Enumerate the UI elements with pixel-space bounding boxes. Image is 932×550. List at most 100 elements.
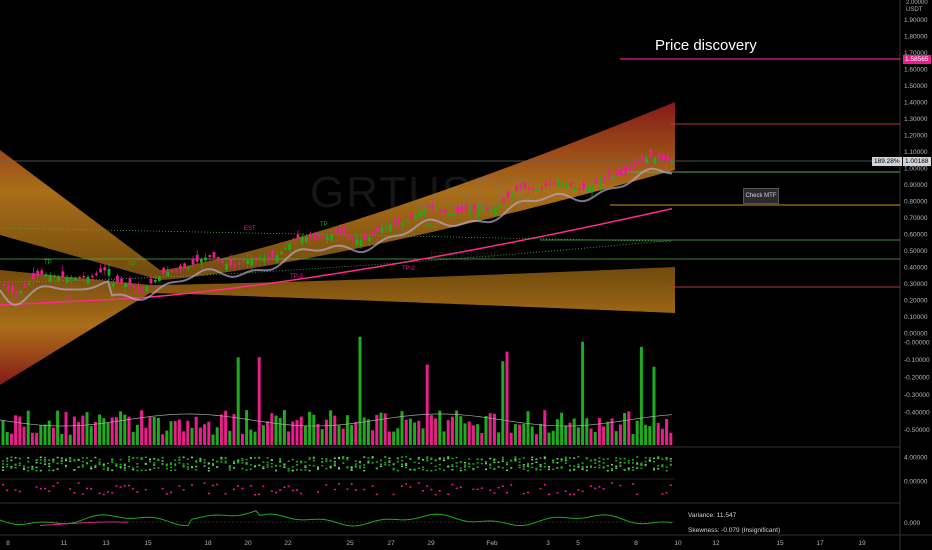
volume-bar [518,424,522,445]
oscillator-dot [86,487,88,490]
volume-bar [198,427,202,445]
oscillator-dot [10,467,13,469]
oscillator-dot [417,462,420,464]
oscillator-dot [258,493,261,496]
volume-bar [345,415,349,445]
volume-bar [127,416,131,445]
candle-body [216,256,220,260]
candle-body [380,228,384,233]
oscillator-dot [279,458,282,460]
oscillator-dot [6,489,9,492]
oscillator-dot [174,469,177,471]
date-tick-label: 15 [776,540,784,547]
oscillator-dot [312,459,315,462]
price-tag-pink: 1.58565 [903,55,931,64]
volume-bar [593,431,597,445]
volume-bar [429,415,433,445]
oscillator-dot [506,463,508,466]
oscillator-dot [363,469,366,472]
oscillator-dot [543,462,546,465]
oscillator-dot [430,457,433,459]
oscillator-dot [573,465,576,467]
oscillator-dot [438,468,441,470]
oscillator-dot [107,491,109,493]
candle-body [460,205,464,212]
oscillator-dot [493,459,496,462]
candle-body [116,275,119,283]
oscillator-dot [518,466,521,469]
oscillator-dot [350,466,353,468]
oscillator-dot [296,460,298,463]
date-tick-label: 22 [284,540,292,547]
candle-body [296,234,300,239]
oscillator-dot [346,488,349,490]
oscillator-dot [464,461,466,464]
check-mtf-callout[interactable]: Check MTF [743,188,779,204]
volume-bar [186,420,190,445]
volume-bar [341,428,345,445]
volume-bar [261,425,265,445]
volume-bar [337,425,341,445]
price-discovery-annotation[interactable]: Price discovery [655,37,757,54]
oscillator-dot [27,457,30,459]
oscillator-dot [254,457,256,459]
oscillator-dot [270,459,273,462]
volume-bar [211,434,215,445]
percent-change-tag: 189.28% [872,157,902,166]
oscillator-dot [291,466,294,468]
oscillator-dot [384,463,387,466]
oscillator-dot [115,463,118,465]
oscillator-dot [388,460,391,462]
oscillator-dot [287,469,290,472]
oscillator-dot [98,492,101,495]
oscillator-dot [564,459,567,462]
oscillator-dot [661,458,664,460]
oscillator-dot [140,457,143,459]
oscillator-dot [388,464,391,466]
oscillator-dot [657,465,660,467]
oscillator-dot [270,490,273,492]
oscillator-dot [426,485,429,487]
volume-bar [295,420,299,445]
candle-body [313,232,317,239]
oscillator-dot [291,469,294,472]
oscillator-dot [119,466,122,468]
candle-body [506,191,510,198]
watermark-subtitle: tradingview [430,247,496,262]
oscillator-dot [560,460,563,462]
candle-body [452,214,455,217]
oscillator-dot [552,460,555,462]
candle-body [376,226,380,232]
oscillator-dot [514,456,517,458]
oscillator-dot [312,457,315,459]
oscillator-dot [350,467,353,469]
oscillator-dot [296,489,298,491]
oscillator-dot [539,487,542,490]
oscillator-dot [191,456,193,459]
oscillator-dot [623,462,626,464]
oscillator-dot [321,464,324,467]
oscillator-dot [153,467,156,469]
oscillator-dot [531,458,534,461]
volume-bar [282,410,286,445]
oscillator-dot [401,456,403,458]
oscillator-dot [178,485,181,487]
osc-tick-label: 0.000 [904,520,921,527]
volume-bar [30,432,34,445]
oscillator-dot [128,484,130,487]
oscillator-dot [317,491,319,493]
volume-bar [312,414,316,445]
candle-body [288,243,291,251]
oscillator-dot [338,456,340,459]
volume-bar [568,422,572,445]
candle-body [494,208,497,215]
oscillator-dot [594,462,597,464]
volume-bar [190,427,194,445]
candle-body [410,213,413,219]
oscillator-dot [581,490,584,493]
oscillator-dot [56,468,59,470]
candle-body [141,287,144,289]
oscillator-dot [401,485,403,487]
oscillator-dot [611,469,613,471]
